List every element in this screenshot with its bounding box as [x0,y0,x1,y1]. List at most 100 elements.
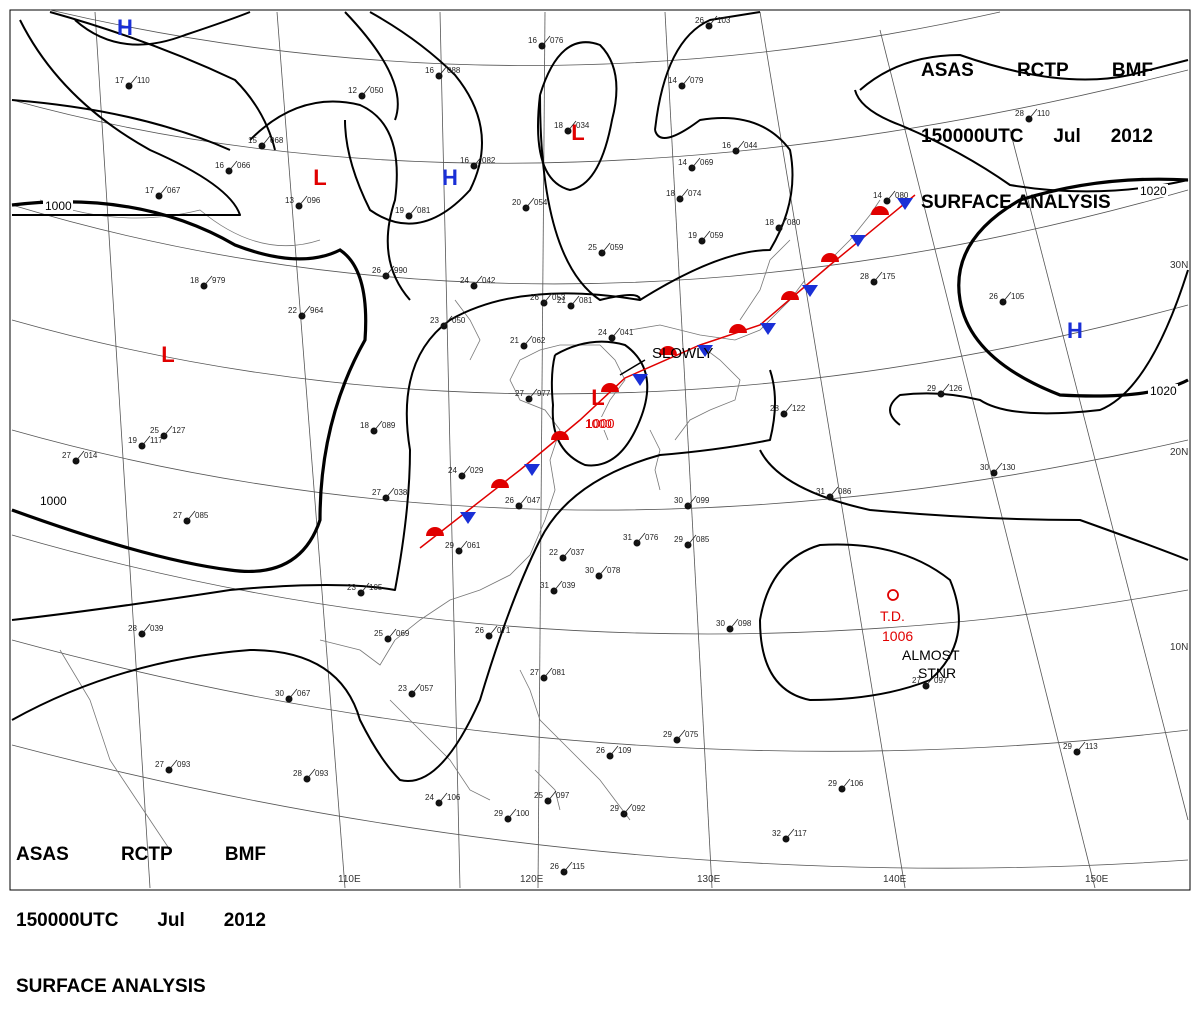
cold-front-symbol [897,198,913,210]
station-pressure: 126 [949,384,963,393]
graticule [11,9,1189,889]
station-temperature: 30 [674,496,683,505]
meridian-line [1009,129,1189,821]
warm-front-symbol [871,206,889,215]
isobar-line [49,11,276,151]
longitude-label: 130E [697,874,721,885]
wind-barb [783,403,793,415]
wind-barb [729,618,739,630]
wind-barb [687,495,697,507]
isobar-line [74,11,251,46]
wind-barb [609,745,619,757]
warm-front-symbol [729,324,747,333]
station-pressure: 100 [516,809,530,818]
station-temperature: 29 [927,384,936,393]
wind-barb [473,275,483,287]
station-plot: 30 099 [674,495,710,510]
header-month: Jul [1053,126,1081,147]
isobar-label-bg [1148,384,1178,397]
wind-barb [438,65,448,77]
movement-arrow [619,359,646,376]
station-plot: 25 059 [588,242,624,257]
station-temperature: 27 [155,760,164,769]
station-pressure: 110 [1037,109,1050,118]
wind-barb [940,383,950,395]
station-plot: 16 088 [425,65,461,80]
meridian-line [276,11,346,889]
station-pressure: 096 [307,196,321,205]
longitude-label: 140E [883,874,907,885]
header-agency: ASAS [16,844,69,865]
wind-barb [623,803,633,815]
station-plot: 29 085 [674,534,710,549]
station-plot: 28 110 [1015,108,1050,123]
warm-front-symbol [821,253,839,262]
station-pressure: 069 [396,629,410,638]
station-pressure: 067 [297,689,311,698]
station-plot: 31 039 [540,580,576,595]
wind-barb [507,808,517,820]
station-temperature: 28 [128,624,137,633]
high-pressure-center: H [117,15,133,40]
wind-barb [528,388,538,400]
stationary-front [419,194,916,549]
coastlines [39,199,881,851]
station-plot: 15 068 [248,135,284,150]
wind-barb [301,305,311,317]
wind-barb [691,157,701,169]
station-pressure: 039 [562,581,576,590]
coastline [534,769,561,811]
station-temperature: 16 [460,156,469,165]
tropical-depression-icon [887,589,899,601]
td-pressure: 1006 [882,628,913,644]
station-temperature: 29 [445,541,454,550]
wind-barb [385,265,395,277]
station-plot: 14 079 [668,75,704,90]
parallel-line [11,744,1189,869]
wind-barb [886,190,896,202]
low-pressure-value: 1000 [586,416,615,431]
station-temperature: 21 [510,336,519,345]
station-temperature: 31 [623,533,632,542]
station-plot: 17 067 [145,185,181,200]
station-temperature: 14 [668,76,677,85]
station-pressure: 097 [556,791,570,800]
station-pressure: 059 [710,231,724,240]
station-temperature: 26 [596,746,605,755]
isobar-line [859,54,1189,91]
coastline [389,699,491,801]
wind-barb [925,675,935,687]
pressure-center-letter: H [442,165,458,190]
station-plot: 26 103 [695,15,731,30]
station-temperature: 19 [395,206,404,215]
parallel-line [11,639,1189,752]
station-pressure: 080 [787,218,801,227]
station-pressure: 175 [882,272,896,281]
isobar-label: 1000 [38,494,68,508]
station-pressure: 071 [497,626,511,635]
station-pressure: 050 [370,86,384,95]
station-pressure: 086 [838,487,852,496]
station-pressure: 085 [696,535,710,544]
isobar-label-bg [38,494,68,507]
station-plot: 18 034 [554,120,590,135]
station-plot: 27 977 [515,388,551,403]
station-temperature: 28 [1015,109,1024,118]
station-temperature: 26 [989,292,998,301]
parallel-line [11,534,1189,635]
coastline [649,429,661,491]
station-plot: 27 093 [155,759,191,774]
wind-barb [228,160,238,172]
station-temperature: 18 [554,121,563,130]
warm-front-symbol [551,431,569,440]
station-pressure: 054 [534,198,548,207]
station-pressure: 075 [685,730,699,739]
parallel-line [11,304,1189,395]
station-plot: 30 067 [275,688,311,703]
station-plot: 30 078 [585,565,621,580]
station-plot: 31 076 [623,532,659,547]
station-pressure: 078 [607,566,621,575]
station-pressure: 066 [237,161,251,170]
coastline [829,199,881,261]
isobar-line [11,99,231,151]
